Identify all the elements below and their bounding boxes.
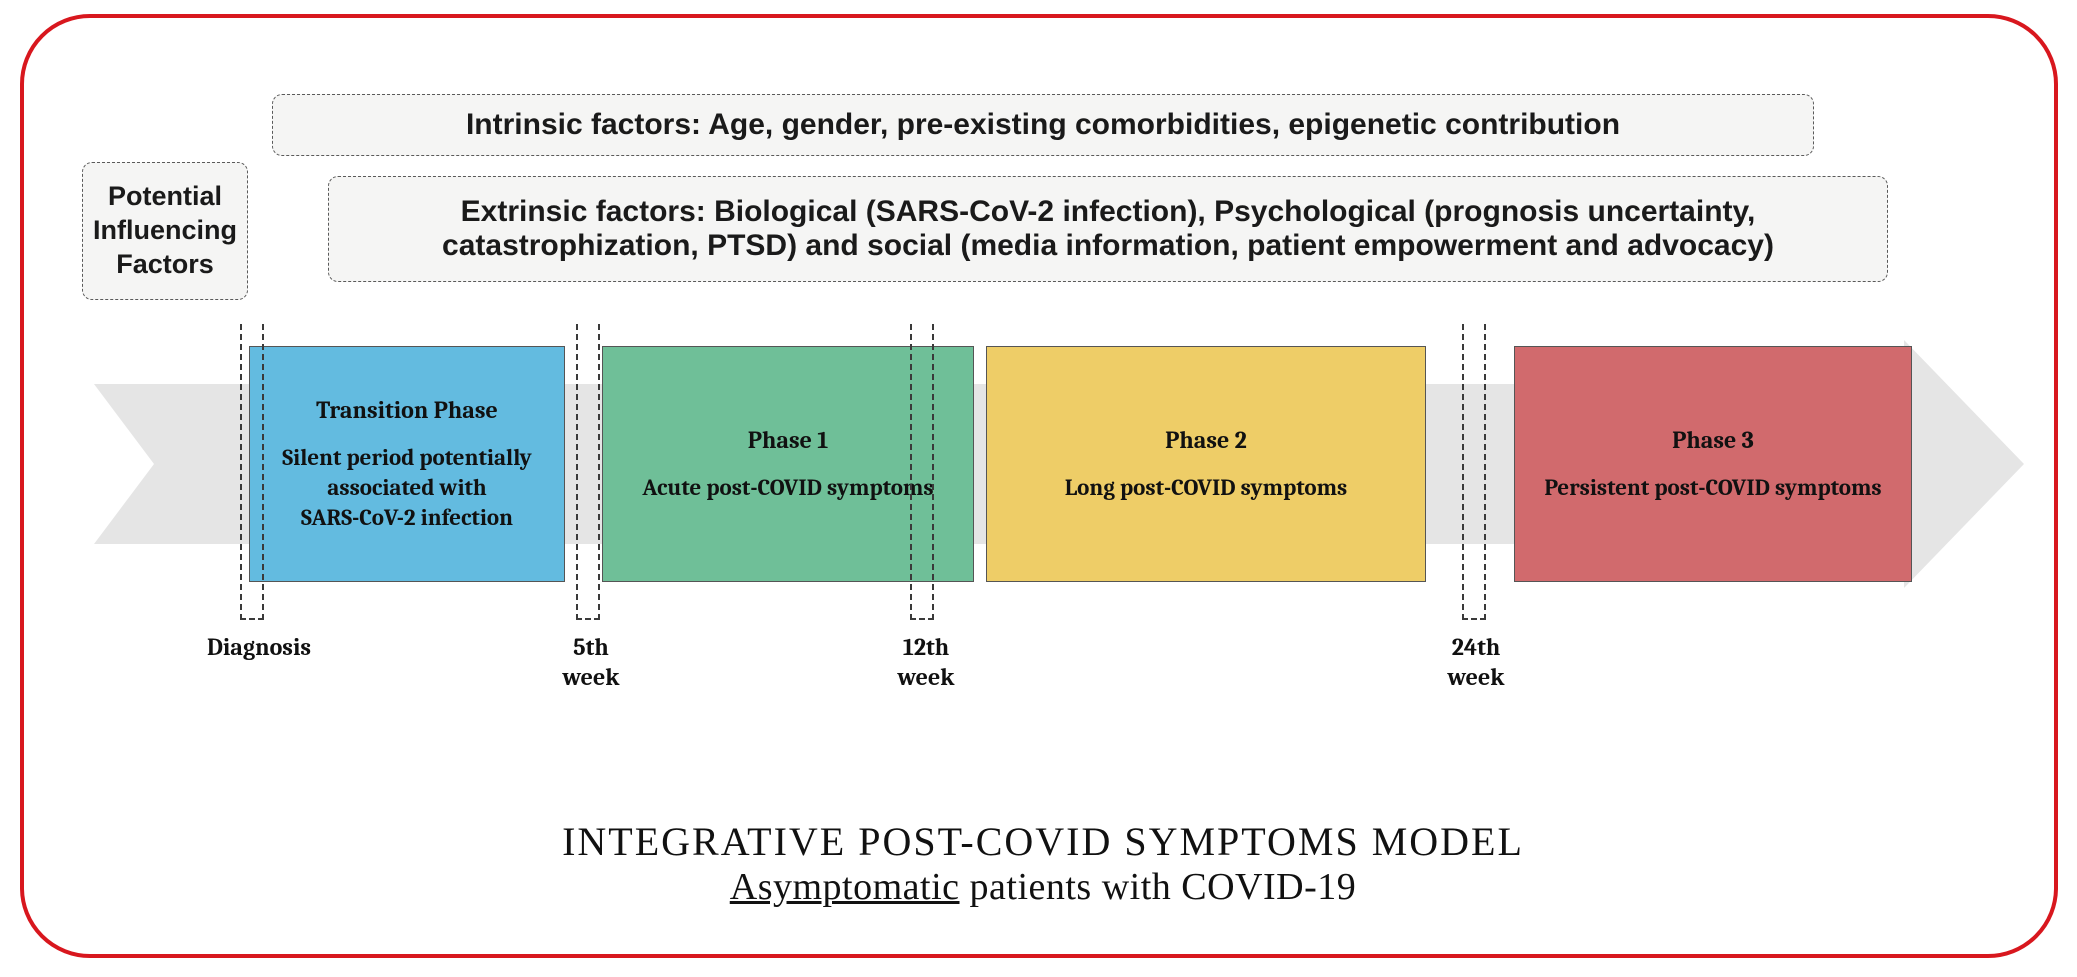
potential-influencing-factors-label: Potential Influencing Factors bbox=[83, 180, 247, 281]
phase-desc-phase2: Long post-COVID symptoms bbox=[1065, 473, 1348, 503]
diagram-title-underlined: Asymptomatic bbox=[730, 866, 960, 908]
diagram-title: INTEGRATIVE POST-COVID SYMPTOMS MODEL As… bbox=[24, 818, 2062, 909]
extrinsic-factors-box: Extrinsic factors: Biological (SARS-CoV-… bbox=[328, 176, 1888, 282]
phase-title-phase2: Phase 2 bbox=[1165, 425, 1247, 455]
diagram-frame: Potential Influencing Factors Intrinsic … bbox=[20, 14, 2058, 958]
marker-label-week5: 5thweek bbox=[546, 632, 636, 692]
phase-box-transition: Transition Phase Silent period potentiall… bbox=[249, 346, 565, 582]
extrinsic-factors-text: Extrinsic factors: Biological (SARS-CoV-… bbox=[349, 195, 1867, 263]
diagram-title-line1: INTEGRATIVE POST-COVID SYMPTOMS MODEL bbox=[24, 818, 2062, 865]
marker-bracket-week5 bbox=[576, 324, 600, 620]
intrinsic-factors-text: Intrinsic factors: Age, gender, pre-exis… bbox=[466, 108, 1620, 142]
intrinsic-factors-box: Intrinsic factors: Age, gender, pre-exis… bbox=[272, 94, 1814, 156]
arrow-head bbox=[1904, 340, 2024, 588]
phase-desc-phase1: Acute post-COVID symptoms bbox=[642, 473, 933, 503]
phase-desc-phase3: Persistent post-COVID symptoms bbox=[1544, 473, 1881, 503]
diagram-title-line2: Asymptomatic patients with COVID-19 bbox=[24, 865, 2062, 909]
marker-label-diagnosis: Diagnosis bbox=[184, 632, 334, 662]
phase-title-phase3: Phase 3 bbox=[1672, 425, 1754, 455]
phase-box-phase2: Phase 2 Long post-COVID symptoms bbox=[986, 346, 1426, 582]
marker-bracket-week12 bbox=[910, 324, 934, 620]
potential-influencing-factors-box: Potential Influencing Factors bbox=[82, 162, 248, 300]
marker-label-week12: 12thweek bbox=[876, 632, 976, 692]
marker-bracket-diagnosis bbox=[240, 324, 264, 620]
marker-bracket-week24 bbox=[1462, 324, 1486, 620]
diagram-title-rest: patients with COVID-19 bbox=[960, 866, 1357, 908]
phase-title-phase1: Phase 1 bbox=[748, 425, 828, 455]
marker-label-week24: 24thweek bbox=[1426, 632, 1526, 692]
phase-box-phase3: Phase 3 Persistent post-COVID symptoms bbox=[1514, 346, 1912, 582]
phase-desc-transition: Silent period potentially associated wit… bbox=[266, 443, 548, 533]
phase-title-transition: Transition Phase bbox=[316, 395, 498, 425]
arrow-tail bbox=[94, 384, 204, 544]
